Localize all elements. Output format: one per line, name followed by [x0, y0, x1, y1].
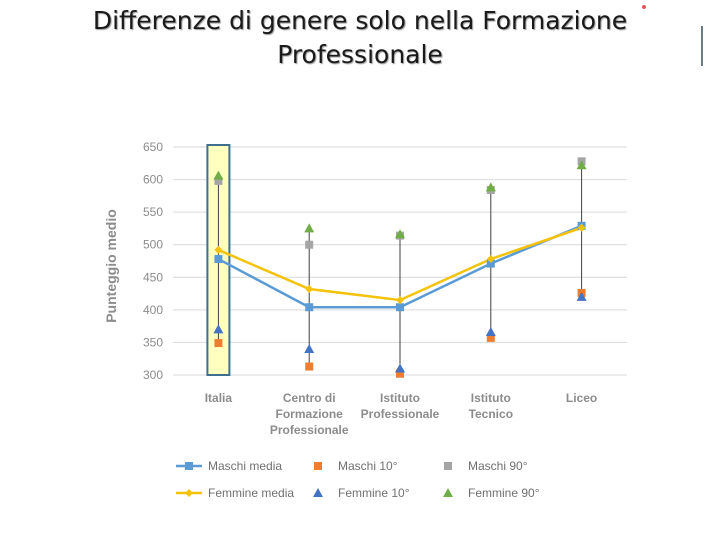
legend-marker — [314, 462, 322, 470]
legend-label: Maschi 10° — [338, 459, 398, 473]
legend-label: Femmine 90° — [468, 486, 540, 500]
legend-label: Maschi media — [208, 459, 282, 473]
x-category-label: Centro di Formazione Professionale — [270, 391, 349, 437]
data-point — [396, 296, 404, 305]
data-point — [214, 245, 223, 254]
data-point — [214, 255, 223, 264]
legend-marker — [443, 488, 453, 497]
data-point — [485, 182, 496, 192]
data-point — [305, 285, 314, 294]
y-tick-label: 650 — [143, 140, 163, 154]
data-point — [214, 339, 223, 348]
slide-title-line-2: Professionale — [277, 40, 443, 69]
y-tick-label: 350 — [143, 335, 163, 349]
data-point — [395, 229, 405, 239]
data-point — [396, 369, 404, 378]
data-point — [213, 170, 224, 180]
data-point — [305, 362, 314, 371]
data-point — [485, 327, 496, 337]
x-axis: Italia Centro di Formazione Professionale Is… — [205, 391, 598, 437]
data-point — [213, 324, 224, 334]
series-markers — [213, 157, 587, 378]
y-tick-label: 400 — [143, 303, 163, 317]
y-tick-label: 450 — [143, 270, 163, 284]
data-point — [214, 176, 223, 185]
decorative-dot — [642, 5, 646, 9]
legend-marker — [185, 462, 193, 470]
data-point — [395, 363, 405, 373]
y-axis: 300 350 400 450 500 550 600 650 — [143, 140, 163, 382]
legend-label: Femmine media — [208, 486, 294, 500]
legend-marker — [185, 489, 193, 497]
decorative-edge-bar — [701, 26, 703, 66]
x-category-label: Istituto Professionale — [361, 391, 440, 421]
x-category-label: Liceo — [566, 391, 597, 405]
legend-marker — [313, 488, 323, 497]
data-point — [577, 223, 586, 232]
x-category-label: Italia — [205, 391, 233, 405]
range-lines — [217, 161, 583, 374]
y-tick-label: 600 — [143, 173, 163, 187]
data-point — [486, 333, 495, 342]
data-point — [576, 160, 587, 170]
legend-label: Femmine 10° — [338, 486, 410, 500]
data-point — [305, 240, 314, 249]
legend: Maschi media Maschi 10° Maschi 90° Femmine … — [176, 459, 540, 500]
data-point — [576, 291, 587, 301]
y-tick-label: 500 — [143, 238, 163, 252]
legend-marker — [444, 462, 452, 470]
y-axis-label: Punteggio medio — [103, 209, 119, 323]
slide-title: Differenze di genere solo nella Formazio… — [0, 4, 720, 72]
data-point — [304, 343, 315, 353]
legend-label: Maschi 90° — [468, 459, 528, 473]
x-category-label: Istituto Tecnico — [469, 391, 513, 421]
data-point — [305, 303, 314, 312]
data-point — [486, 259, 495, 268]
y-tick-label: 300 — [143, 368, 163, 382]
data-point — [304, 223, 315, 233]
data-point — [396, 303, 404, 312]
data-point — [486, 255, 495, 264]
y-tick-label: 550 — [143, 205, 163, 219]
slide-title-line-1: Differenze di genere solo nella Formazio… — [92, 6, 628, 35]
